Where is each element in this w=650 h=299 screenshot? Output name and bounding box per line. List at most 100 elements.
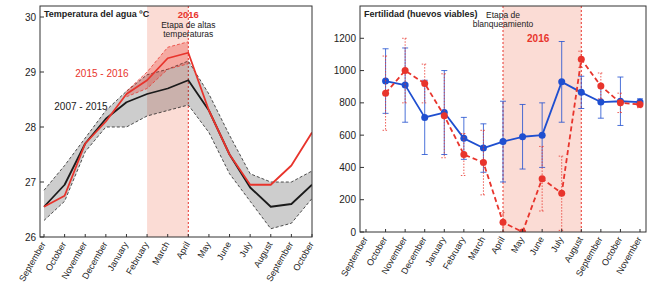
error-bar <box>402 38 408 103</box>
y-tick <box>360 102 364 103</box>
y-tick <box>360 232 364 233</box>
point <box>558 78 565 85</box>
x-tick-label: June <box>215 240 233 262</box>
x-tick <box>126 234 127 237</box>
x-tick <box>44 234 45 237</box>
x-tick <box>85 234 86 237</box>
x-tick <box>64 234 65 237</box>
x-tick-label: April <box>174 240 192 261</box>
x-tick <box>503 229 504 232</box>
y-tick-label: 600 <box>339 130 356 141</box>
y-tick-label: 30 <box>25 12 37 23</box>
point <box>500 219 507 226</box>
y-tick-label: 26 <box>25 232 37 243</box>
point <box>402 67 409 74</box>
y-tick <box>360 199 364 200</box>
error-bar <box>520 104 526 169</box>
x-tick <box>291 234 292 237</box>
point <box>578 89 585 96</box>
x-tick-label: March <box>466 235 487 262</box>
point <box>597 99 604 106</box>
frame <box>40 6 312 237</box>
x-tick <box>600 229 601 232</box>
y-tick <box>360 38 364 39</box>
point <box>500 138 507 145</box>
series-line <box>44 80 312 207</box>
error-bar <box>617 93 623 112</box>
y-tick <box>360 167 364 168</box>
x-tick <box>167 234 168 237</box>
x-tick-label: June <box>527 235 545 257</box>
x-tick <box>483 229 484 232</box>
x-tick-label: May <box>509 235 526 255</box>
y-tick-label: 29 <box>25 67 37 78</box>
plot-area <box>44 6 312 237</box>
x-tick-label: November <box>614 235 643 276</box>
frame <box>360 6 646 232</box>
x-tick <box>105 234 106 237</box>
x-tick <box>405 229 406 232</box>
annotation-label: blanqueamiento <box>473 19 534 29</box>
x-tick-label: April <box>489 235 507 256</box>
chart: 020040060080010001200SeptemberOctoberNov… <box>334 6 646 278</box>
error-bar <box>539 146 545 211</box>
x-tick <box>640 229 641 232</box>
y-tick-label: 400 <box>339 162 356 173</box>
x-tick <box>250 234 251 237</box>
y-tick <box>40 182 44 183</box>
series-label: 2015 - 2016 <box>75 68 129 79</box>
series-line <box>386 81 640 148</box>
plot-area <box>382 6 643 232</box>
x-tick <box>561 229 562 232</box>
x-tick <box>620 229 621 232</box>
x-tick <box>385 229 386 232</box>
series-line <box>44 53 312 207</box>
y-tick-label: 28 <box>25 122 37 133</box>
point <box>539 132 546 139</box>
x-tick-label: February <box>124 240 151 277</box>
band-edge <box>44 61 312 190</box>
highlight-region <box>147 6 188 237</box>
x-tick <box>208 234 209 237</box>
annotation-year: 2016 <box>527 33 550 44</box>
x-tick <box>229 234 230 237</box>
x-tick-label: February <box>441 235 468 272</box>
y-tick-label: 0 <box>350 227 356 238</box>
y-tick-label: 800 <box>339 97 356 108</box>
annotation-year: 2016 <box>178 9 199 20</box>
x-tick-label: September <box>339 235 370 278</box>
y-tick-label: 1200 <box>334 33 357 44</box>
x-tick <box>147 234 148 237</box>
x-tick <box>366 229 367 232</box>
point <box>421 80 428 87</box>
highlight-edge <box>581 6 582 232</box>
x-tick-label: December <box>80 240 109 281</box>
error-bar <box>637 101 643 107</box>
point <box>460 151 467 158</box>
chart: 2007 - 20152015 - 20162627282930Septembe… <box>17 6 316 283</box>
x-tick <box>581 229 582 232</box>
x-tick <box>542 229 543 232</box>
y-tick-label: 1000 <box>334 65 357 76</box>
y-tick <box>40 237 44 238</box>
x-tick-label: October <box>291 240 316 273</box>
x-tick <box>424 229 425 232</box>
point <box>637 101 644 108</box>
error-bar <box>402 48 408 122</box>
point <box>597 82 604 89</box>
error-bar <box>559 42 565 123</box>
error-bar <box>578 76 584 108</box>
x-tick <box>522 229 523 232</box>
series-line <box>386 59 640 232</box>
point <box>421 114 428 121</box>
x-tick <box>444 229 445 232</box>
x-tick-label: December <box>399 235 428 276</box>
error-bar <box>383 56 389 130</box>
error-bar <box>461 117 467 159</box>
error-bar <box>598 86 604 118</box>
x-tick <box>188 234 189 237</box>
y-tick <box>360 70 364 71</box>
error-bar <box>461 134 467 176</box>
x-tick-label: September <box>574 235 605 278</box>
y-tick-label: 27 <box>25 177 37 188</box>
